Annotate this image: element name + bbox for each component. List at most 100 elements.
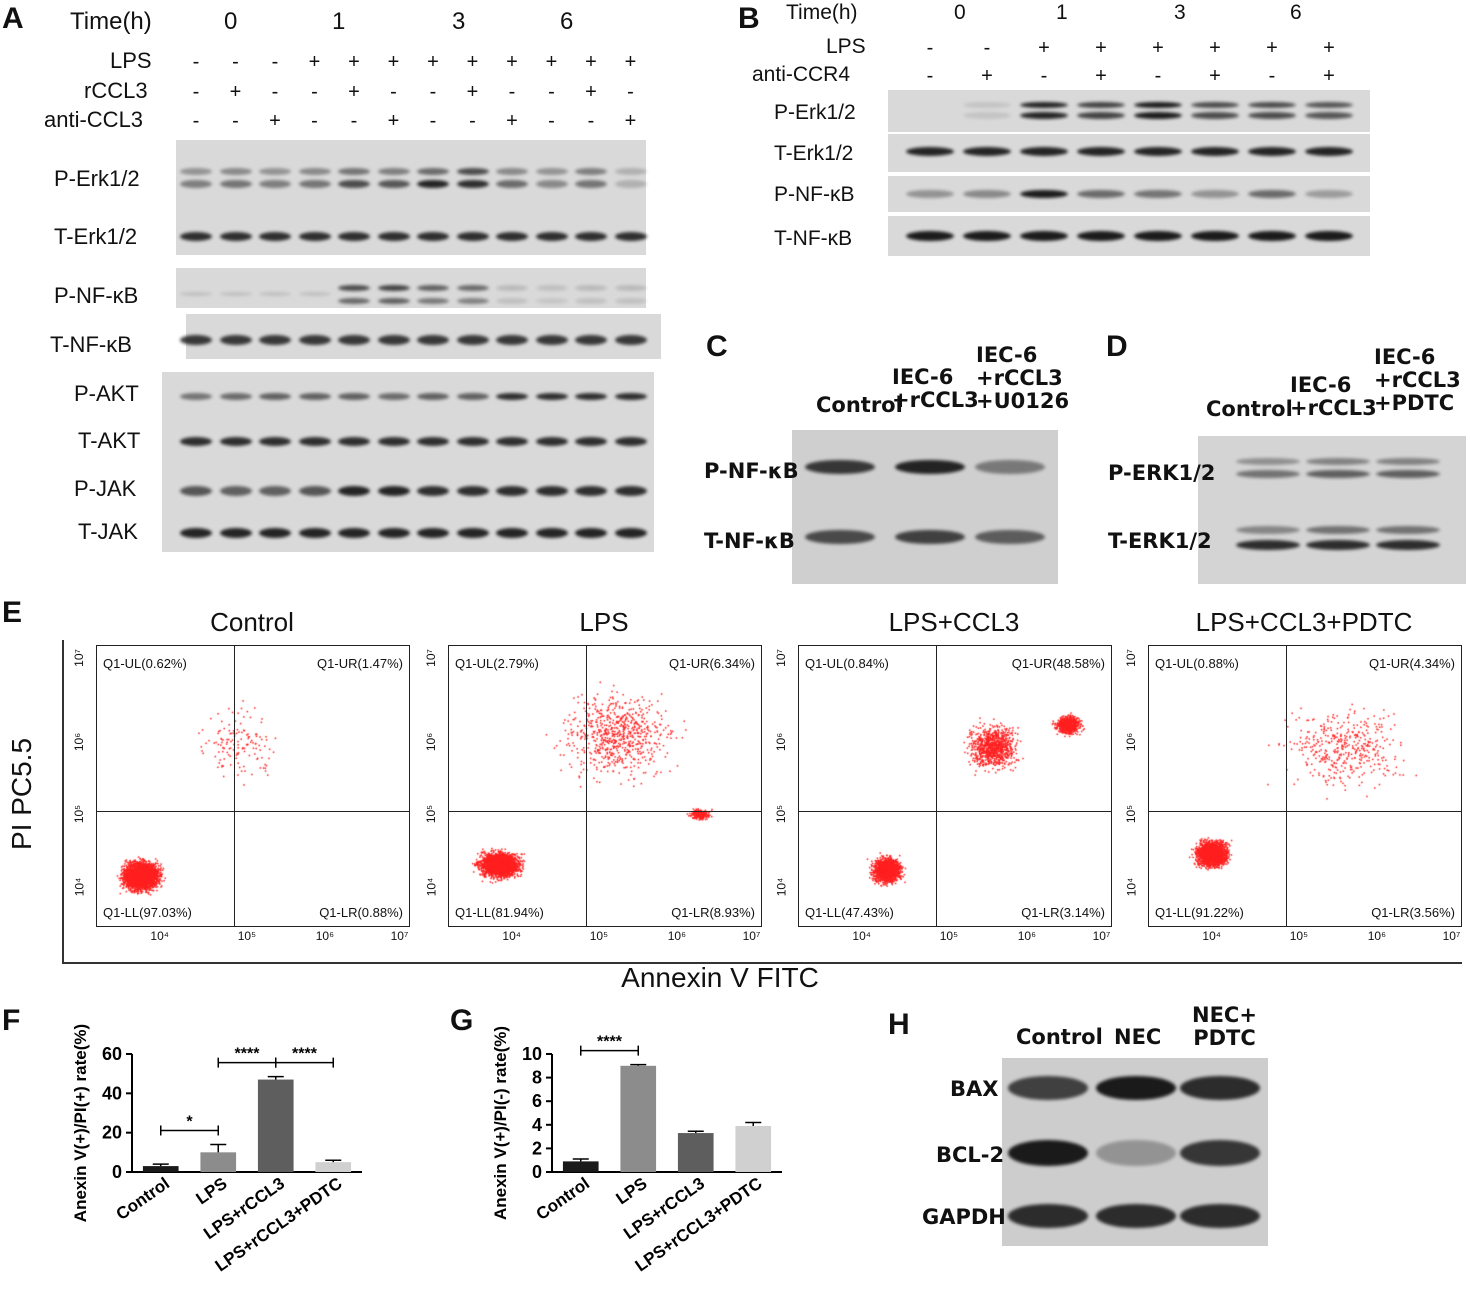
panel-a-row-terk: T-Erk1/2 <box>54 224 138 249</box>
panel-a-rccl3-sign: - <box>429 81 437 103</box>
panel-a-band <box>417 232 449 241</box>
flow-x-tick: 10⁶ <box>315 929 335 943</box>
panel-a-band <box>496 180 528 188</box>
panel-b-time-label: Time(h) <box>786 1 858 24</box>
panel-a-band <box>614 180 647 188</box>
panel-d-blot <box>1198 436 1466 584</box>
panel-g-bar <box>677 1133 714 1172</box>
flow-quadrant-vline <box>234 646 236 926</box>
panel-h-band <box>1008 1204 1088 1228</box>
panel-b-row-perk: P-Erk1/2 <box>774 101 856 124</box>
panel-a-band <box>259 486 291 496</box>
panel-a-anti-sign: - <box>469 110 476 132</box>
panel-g-y-tick-label: 8 <box>532 1068 542 1088</box>
flow-quadrant-ul: Q1-UL(2.79%) <box>455 656 539 671</box>
panel-b-band <box>1305 231 1353 241</box>
panel-a-band <box>377 335 410 345</box>
panel-c-band <box>895 460 965 474</box>
panel-a-band <box>535 393 568 400</box>
panel-b-band <box>1020 231 1068 241</box>
panel-a-band <box>496 168 528 175</box>
flow-quadrant-vline <box>1286 646 1288 926</box>
panel-b-band <box>1134 112 1182 119</box>
panel-a-band <box>298 486 331 496</box>
panel-d-band <box>1236 470 1300 478</box>
flow-quadrant-ur: Q1-UR(1.47%) <box>317 656 403 671</box>
panel-f-y-tick-label: 0 <box>112 1162 122 1182</box>
panel-d-label: D <box>1106 330 1128 363</box>
panel-a-band <box>614 393 647 400</box>
flow-y-tick: 10⁵ <box>424 805 439 824</box>
panel-g-y-tick-label: 10 <box>522 1044 542 1064</box>
panel-b-band <box>906 190 954 198</box>
panel-a-lps-sign: + <box>506 51 518 73</box>
panel-b-row-terk: T-Erk1/2 <box>774 142 854 165</box>
panel-a-blot-pnfkb <box>176 268 646 308</box>
flow-x-tick: 10⁷ <box>1092 929 1111 943</box>
flow-plot-title: Control <box>210 607 294 637</box>
panel-b-band <box>1134 231 1182 241</box>
panel-g-ylabel: Anexin V(+)/PI(-) rate(%) <box>491 1026 510 1220</box>
panel-g-y-tick-label: 2 <box>532 1138 542 1158</box>
flow-plot-2: Q1-UL(2.79%) Q1-UR(6.34%) Q1-LL(81.94%) Q1-… <box>448 645 762 927</box>
panel-a-band <box>180 180 212 188</box>
flow-scatter-canvas <box>97 646 409 926</box>
panel-a-band <box>535 437 568 446</box>
panel-h-col-nec-pdtc: NEC+ PDTC <box>1192 1003 1257 1051</box>
panel-f-y-tick-label: 20 <box>102 1123 122 1143</box>
panel-b-anti-sign: + <box>1209 65 1221 87</box>
panel-b-band <box>963 190 1011 198</box>
panel-a-time-0: 0 <box>224 8 238 35</box>
panel-b-band <box>963 112 1011 119</box>
panel-a-rccl3-sign: - <box>390 81 397 103</box>
panel-f-ylabel: Anexin V(+)/PI(+) rate(%) <box>71 1024 90 1222</box>
flow-x-tick: 10⁷ <box>742 929 761 943</box>
panel-h-label: H <box>888 1008 910 1041</box>
panel-a-band <box>535 168 568 175</box>
flow-quadrant-lr: Q1-LR(3.14%) <box>1021 905 1105 920</box>
panel-h-row-gapdh: GAPDH <box>922 1205 1006 1229</box>
panel-b-band <box>1077 231 1125 241</box>
panel-h-row-bax: BAX <box>950 1077 999 1101</box>
panel-b-row-pnfkb: P-NF-κB <box>774 183 855 206</box>
flow-x-tick: 10⁵ <box>237 929 257 943</box>
panel-a-rccl3-sign: - <box>311 81 318 103</box>
panel-a-time-label: Time(h) <box>70 8 152 35</box>
panel-a-anti-sign: - <box>350 110 358 132</box>
panel-b-blot-tnfkb <box>888 216 1370 256</box>
panel-a-row-tjak: T-JAK <box>78 519 138 544</box>
panel-g-label: G <box>450 1004 474 1037</box>
flow-plot-title: LPS+CCL3 <box>888 607 1020 637</box>
panel-a-row-takt: T-AKT <box>78 428 141 453</box>
panel-f-bar <box>142 1166 179 1172</box>
panel-a-band <box>575 298 607 304</box>
panel-a-band <box>180 437 212 446</box>
panel-a-lps-sign: + <box>545 51 558 73</box>
panel-g-y-tick-label: 6 <box>532 1091 542 1111</box>
panel-b-anti-sign: - <box>926 65 934 87</box>
panel-b-time-3: 3 <box>1174 1 1186 24</box>
panel-a-band <box>259 528 291 538</box>
flow-quadrant-ll: Q1-LL(91.22%) <box>1155 905 1244 920</box>
panel-b-band <box>1191 112 1239 119</box>
panel-a-band <box>338 437 370 446</box>
flow-quadrant-lr: Q1-LR(0.88%) <box>319 905 403 920</box>
flow-x-tick: 10⁵ <box>1289 929 1309 943</box>
panel-a-band <box>417 393 449 400</box>
panel-b-band <box>1020 102 1068 108</box>
panel-a-lps-sign: + <box>348 51 360 73</box>
panel-d-band <box>1236 540 1300 550</box>
panel-g-x-tick-label: LPS <box>613 1174 651 1209</box>
panel-a-band <box>614 298 647 304</box>
panel-b-band <box>1134 190 1182 198</box>
flow-y-tick: 10⁴ <box>1124 877 1139 897</box>
panel-h-col-nec: NEC <box>1114 1025 1162 1049</box>
panel-a-band <box>298 232 331 241</box>
panel-d-row-terk: T-ERK1/2 <box>1108 529 1212 553</box>
panel-a-band <box>338 168 370 175</box>
panel-c-band <box>975 530 1045 544</box>
flow-quadrant-vline <box>586 646 588 926</box>
panel-a-anti-sign: - <box>548 110 555 132</box>
